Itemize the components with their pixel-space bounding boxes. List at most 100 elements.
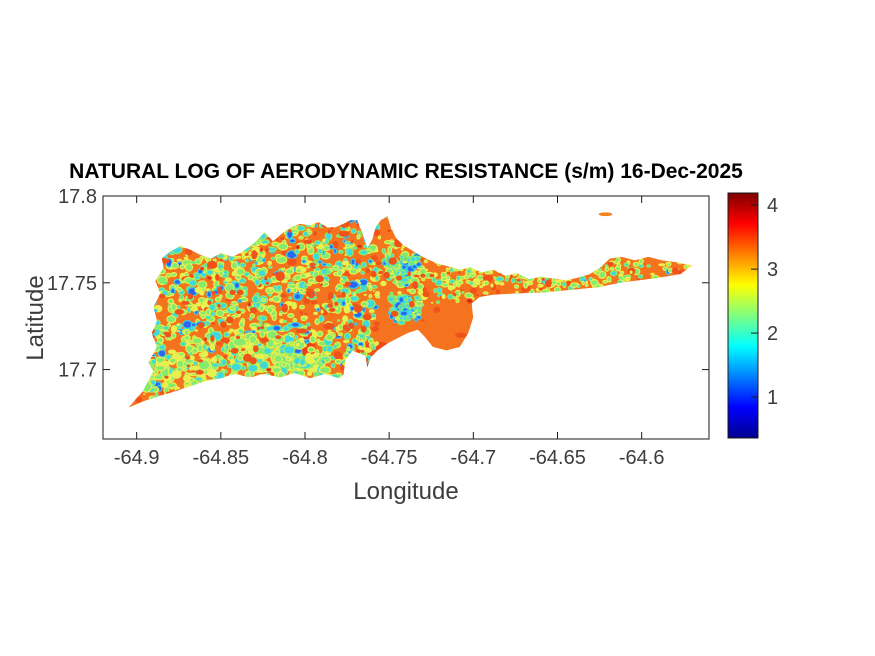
speckle xyxy=(231,394,236,400)
speckle xyxy=(219,216,227,219)
speckle xyxy=(275,382,283,388)
speckle xyxy=(179,341,187,347)
speckle xyxy=(185,355,191,360)
speckle xyxy=(557,256,562,261)
speckle xyxy=(164,247,169,251)
speckle xyxy=(128,279,131,283)
speckle xyxy=(321,262,327,267)
speckle xyxy=(647,247,650,250)
speckle xyxy=(461,380,471,391)
speckle xyxy=(199,383,204,387)
speckle xyxy=(521,235,526,241)
speckle xyxy=(161,258,170,264)
speckle xyxy=(208,234,218,241)
speckle xyxy=(533,268,538,273)
speckle xyxy=(610,289,617,296)
speckle xyxy=(407,270,411,277)
speckle xyxy=(346,372,355,378)
speckle xyxy=(249,357,257,365)
speckle xyxy=(304,239,313,244)
speckle xyxy=(524,223,527,228)
speckle xyxy=(131,319,136,326)
speckle xyxy=(328,220,334,228)
speckle xyxy=(479,294,488,303)
speckle xyxy=(454,258,458,263)
speckle xyxy=(345,296,352,305)
speckle xyxy=(144,246,151,251)
speckle xyxy=(138,262,145,268)
speckle xyxy=(258,304,265,313)
speckle xyxy=(274,253,283,259)
speckle xyxy=(278,312,283,316)
speckle xyxy=(320,378,324,382)
speckle xyxy=(226,298,229,302)
speckle xyxy=(655,233,662,239)
speckle xyxy=(341,321,346,326)
speckle xyxy=(143,293,149,299)
speckle xyxy=(167,349,177,355)
speckle xyxy=(457,245,467,251)
speckle xyxy=(364,218,371,229)
speckle xyxy=(492,253,500,258)
speckle xyxy=(144,292,156,300)
speckle xyxy=(441,240,450,249)
speckle xyxy=(146,353,156,358)
speckle xyxy=(631,337,639,346)
speckle xyxy=(486,262,491,269)
speckle xyxy=(263,347,273,355)
x-tick-label: -64.85 xyxy=(192,447,249,469)
speckle xyxy=(274,382,281,387)
speckles-layer xyxy=(128,216,693,408)
speckle xyxy=(296,380,303,385)
speckle xyxy=(660,300,669,305)
speckle xyxy=(441,294,446,300)
speckle xyxy=(390,228,395,230)
speckle xyxy=(660,296,668,299)
speckle xyxy=(163,242,172,250)
speckle xyxy=(232,337,247,347)
speckle xyxy=(562,220,569,225)
speckle xyxy=(294,334,299,340)
speckle xyxy=(265,227,272,236)
speckle xyxy=(679,232,689,237)
speckle xyxy=(571,231,575,236)
speckle xyxy=(585,249,594,255)
speckle xyxy=(560,300,566,306)
speckle xyxy=(299,357,307,366)
speckle xyxy=(545,239,549,242)
speckle xyxy=(205,394,214,402)
speckle xyxy=(508,390,515,395)
speckle xyxy=(380,216,388,218)
speckle xyxy=(400,269,406,276)
speckle xyxy=(195,302,202,307)
speckle xyxy=(528,281,534,286)
speckle xyxy=(280,378,295,386)
speckle xyxy=(224,220,228,225)
speckle xyxy=(613,300,618,305)
axes-box xyxy=(102,195,710,440)
speckle xyxy=(670,243,676,249)
speckle xyxy=(202,388,210,396)
speckle xyxy=(436,218,442,224)
speckle xyxy=(529,260,538,266)
speckle xyxy=(502,254,505,258)
speckle xyxy=(458,293,460,295)
speckle xyxy=(541,259,547,266)
speckle xyxy=(362,313,372,321)
speckle xyxy=(228,405,234,408)
speckle xyxy=(483,216,491,222)
speckle xyxy=(278,220,282,225)
speckle xyxy=(136,317,146,325)
speckle xyxy=(145,312,150,320)
speckle xyxy=(249,216,254,221)
speckle xyxy=(230,224,237,230)
speckle xyxy=(240,320,246,325)
speckle xyxy=(559,298,563,303)
speckle xyxy=(190,400,199,408)
speckle xyxy=(253,353,267,360)
speckle xyxy=(273,354,283,364)
speckle xyxy=(583,247,587,250)
speckle xyxy=(680,288,688,296)
speckle xyxy=(230,347,239,354)
speckle xyxy=(450,257,455,260)
